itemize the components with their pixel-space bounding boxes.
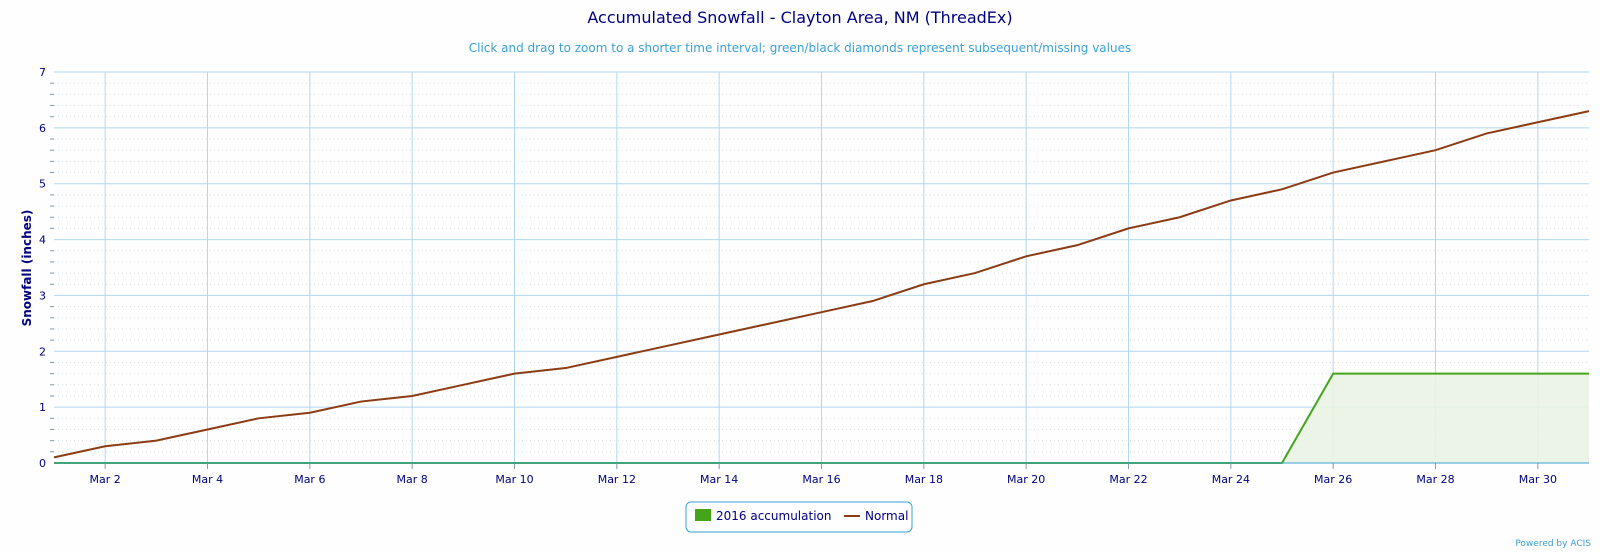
legend-label-accumulation: 2016 accumulation — [716, 509, 831, 523]
accumulation-point[interactable] — [1484, 371, 1490, 377]
x-tick-label: Mar 6 — [294, 473, 325, 486]
normal-point[interactable] — [1228, 197, 1234, 203]
normal-point[interactable] — [614, 354, 620, 360]
normal-point[interactable] — [665, 343, 671, 349]
legend-label-normal: Normal — [865, 509, 908, 523]
accumulation-point[interactable] — [1381, 371, 1387, 377]
normal-point[interactable] — [1381, 158, 1387, 164]
normal-point[interactable] — [102, 443, 108, 449]
legend-swatch-accumulation — [695, 509, 711, 521]
normal-point[interactable] — [1074, 242, 1080, 248]
normal-point[interactable] — [51, 454, 57, 460]
x-tick-label: Mar 4 — [192, 473, 223, 486]
series-normal-line[interactable] — [53, 110, 1590, 459]
normal-point[interactable] — [870, 298, 876, 304]
chart-subtitle: Click and drag to zoom to a shorter time… — [469, 41, 1131, 55]
chart-title: Accumulated Snowfall - Clayton Area, NM … — [587, 8, 1012, 27]
normal-point[interactable] — [307, 410, 313, 416]
normal-point[interactable] — [767, 320, 773, 326]
x-tick-label: Mar 26 — [1314, 473, 1352, 486]
accumulation-point[interactable] — [1330, 371, 1336, 377]
normal-point[interactable] — [205, 426, 211, 432]
x-tick-label: Mar 2 — [90, 473, 121, 486]
legend-item-normal[interactable]: Normal — [844, 509, 908, 523]
normal-point[interactable] — [153, 438, 159, 444]
y-tick-label: 7 — [39, 66, 46, 79]
y-axis-title: Snowfall (inches) — [20, 210, 34, 327]
normal-point[interactable] — [460, 382, 466, 388]
y-tick-label: 5 — [39, 178, 46, 191]
y-tick-label: 6 — [39, 122, 46, 135]
y-tick-label: 2 — [39, 345, 46, 358]
normal-point[interactable] — [819, 309, 825, 315]
y-tick-label: 0 — [39, 457, 46, 470]
x-tick-label: Mar 22 — [1109, 473, 1147, 486]
accumulation-point[interactable] — [1433, 371, 1439, 377]
normal-point[interactable] — [1330, 170, 1336, 176]
y-axis-ticks: 0 1 2 3 4 5 6 7 — [39, 66, 54, 470]
normal-point[interactable] — [512, 371, 518, 377]
y-tick-label: 4 — [39, 234, 46, 247]
x-tick-label: Mar 12 — [598, 473, 636, 486]
normal-point[interactable] — [563, 365, 569, 371]
y-tick-label: 3 — [39, 289, 46, 302]
normal-point[interactable] — [972, 270, 978, 276]
normal-point[interactable] — [1484, 130, 1490, 136]
y-tick-label: 1 — [39, 401, 46, 414]
normal-point[interactable] — [358, 399, 364, 405]
normal-point[interactable] — [1023, 253, 1029, 259]
normal-point[interactable] — [1586, 108, 1592, 114]
x-tick-label: Mar 30 — [1519, 473, 1557, 486]
normal-point[interactable] — [1535, 119, 1541, 125]
normal-point[interactable] — [1177, 214, 1183, 220]
x-tick-label: Mar 16 — [802, 473, 840, 486]
accumulation-point[interactable] — [1535, 371, 1541, 377]
x-tick-label: Mar 10 — [495, 473, 533, 486]
x-tick-label: Mar 18 — [905, 473, 943, 486]
normal-point[interactable] — [1126, 225, 1132, 231]
normal-point[interactable] — [716, 332, 722, 338]
x-tick-label: Mar 20 — [1007, 473, 1045, 486]
plot-area[interactable]: 0 1 2 3 4 5 6 7 Mar 2 Mar 4 Mar 6 Mar 8 Mar 10 Mar 1… — [39, 66, 1592, 486]
x-axis-ticks: Mar 2 Mar 4 Mar 6 Mar 8 Mar 10 Mar 12 Mar 14 Ma… — [54, 462, 1589, 486]
legend-item-accumulation[interactable]: 2016 accumulation — [695, 509, 831, 523]
legend: 2016 accumulation Normal — [685, 501, 913, 533]
normal-point[interactable] — [409, 393, 415, 399]
normal-point[interactable] — [1433, 147, 1439, 153]
x-tick-label: Mar 24 — [1212, 473, 1250, 486]
series-accumulation-area — [54, 373, 1589, 463]
normal-point[interactable] — [1279, 186, 1285, 192]
major-gridlines — [54, 71, 1589, 464]
accumulation-point[interactable] — [1586, 371, 1592, 377]
legend-box — [685, 501, 913, 533]
x-tick-label: Mar 14 — [700, 473, 738, 486]
normal-point[interactable] — [921, 281, 927, 287]
credits-link[interactable]: Powered by ACIS — [1515, 539, 1591, 549]
x-tick-label: Mar 8 — [397, 473, 428, 486]
x-tick-label: Mar 28 — [1416, 473, 1454, 486]
normal-point[interactable] — [256, 415, 262, 421]
